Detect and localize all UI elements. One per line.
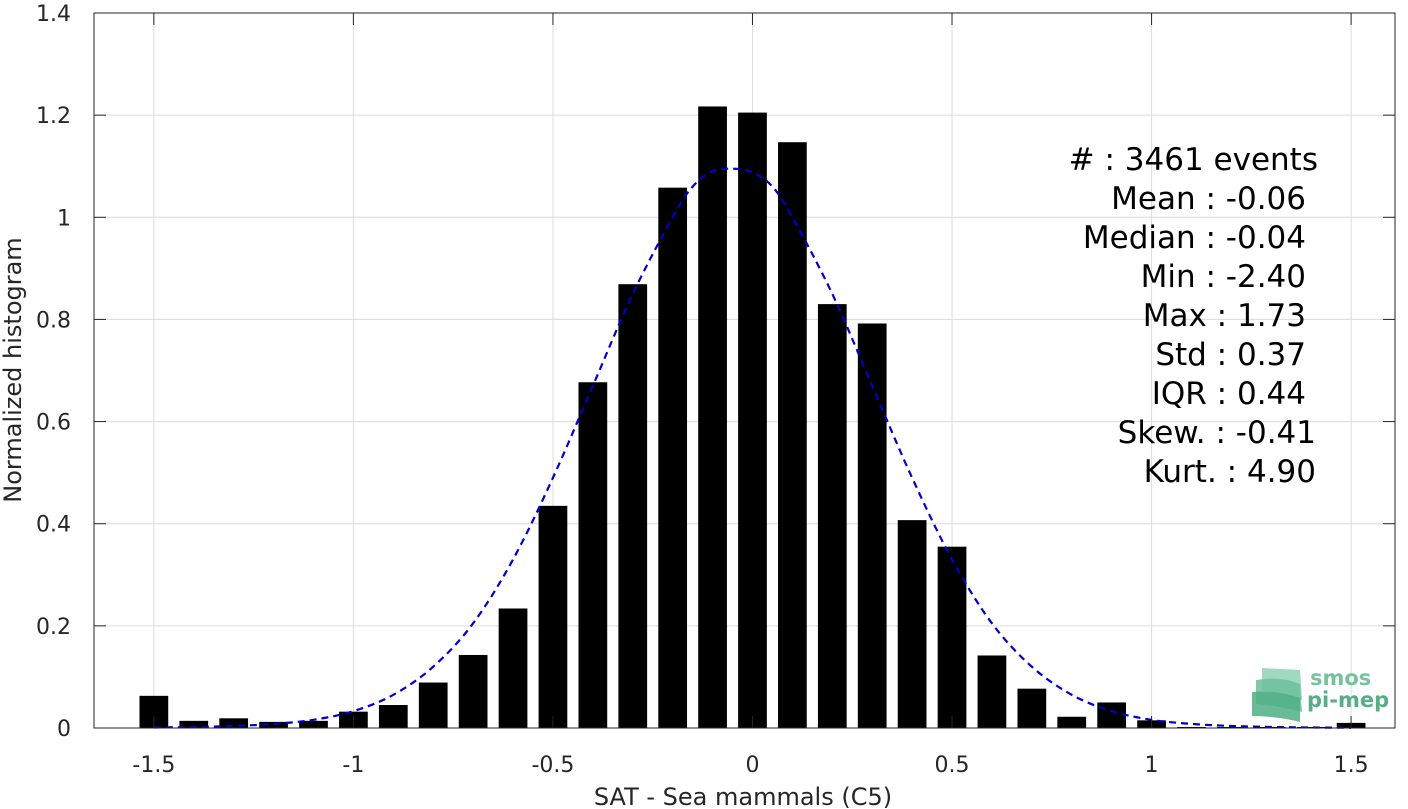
y-tick-label: 0.4 (36, 513, 71, 538)
stats-line: Skew. : -0.41 (1118, 415, 1316, 451)
y-tick-label: 1.4 (36, 2, 71, 27)
stats-line: Min : -2.40 (1141, 259, 1306, 295)
x-axis-label: SAT - Sea mammals (C5) (594, 783, 892, 809)
y-tick-label: 0 (57, 717, 71, 742)
histogram-bar (498, 608, 528, 728)
y-tick-label: 1 (57, 206, 71, 231)
histogram-bar (219, 718, 249, 728)
histogram-bar (658, 187, 688, 728)
x-tick-label: 1.5 (1334, 753, 1369, 778)
y-tick-label: 0.6 (36, 411, 71, 436)
logo-text-pi-mep: pi-mep (1307, 688, 1389, 712)
histogram-bar (299, 720, 328, 728)
axis-ticks (94, 12, 1395, 729)
stats-line: # : 3461 events (1069, 142, 1318, 178)
histogram-bar (1177, 726, 1206, 728)
histogram-bar (698, 106, 727, 729)
histogram-bar (458, 654, 488, 728)
histogram-bar (937, 546, 967, 728)
x-tick-labels: -1.5 -1 -0.5 0 0.5 1 1.5 (132, 753, 1368, 778)
x-tick-label: 1 (1145, 753, 1159, 778)
logo-mark-icon (1252, 668, 1302, 722)
smos-pi-mep-logo: smos pi-mep (1252, 666, 1389, 722)
stats-line: Max : 1.73 (1143, 298, 1306, 334)
histogram-bar (378, 705, 408, 728)
x-tick-label: 0.5 (935, 753, 970, 778)
histogram-bar (1057, 716, 1087, 728)
histogram-bar (778, 142, 807, 729)
histogram-bar (977, 655, 1007, 728)
x-tick-label: -1 (342, 753, 364, 778)
histogram-bar (1296, 726, 1326, 728)
histogram-bar (1097, 702, 1127, 728)
histogram-bar (578, 382, 608, 728)
normal-fit-curve (153, 167, 1352, 729)
y-tick-labels: 0 0.2 0.4 0.6 0.8 1 1.2 1.4 (36, 2, 71, 742)
stats-line: Kurt. : 4.90 (1144, 454, 1316, 490)
stats-line: Median : -0.04 (1083, 220, 1306, 256)
axes-box (93, 12, 1396, 729)
x-tick-label: -0.5 (531, 753, 574, 778)
stats-line: Std : 0.37 (1155, 337, 1306, 373)
logo-text-smos: smos (1310, 666, 1371, 690)
y-tick-label: 1.2 (36, 104, 71, 129)
histogram-bar (418, 682, 448, 728)
histogram-bar (1017, 688, 1047, 728)
histogram-bar (897, 520, 927, 728)
histogram-bar (618, 284, 648, 728)
histogram-bar (1217, 726, 1246, 728)
histogram-bar (857, 323, 887, 728)
histogram-bar (538, 505, 568, 728)
x-tick-label: 0 (745, 753, 759, 778)
y-axis-label: Normalized histogram (0, 237, 27, 502)
histogram-bar (738, 112, 767, 728)
histogram-bar (817, 304, 847, 728)
x-tick-label: -1.5 (132, 753, 175, 778)
histogram-bars (139, 106, 1366, 729)
stats-line: Mean : -0.06 (1111, 181, 1306, 217)
stats-line: IQR : 0.44 (1152, 376, 1306, 412)
histogram-bar (179, 720, 209, 728)
y-tick-label: 0.2 (36, 615, 71, 640)
histogram-bar (259, 721, 288, 728)
y-tick-label: 0.8 (36, 308, 71, 333)
